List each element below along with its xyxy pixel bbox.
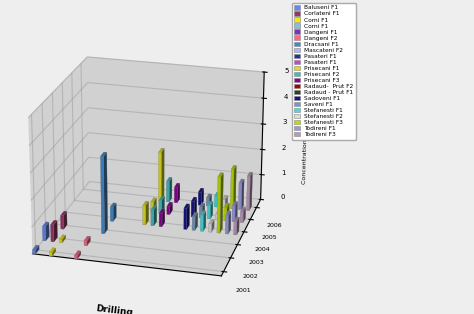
Legend: Baluseni F1, Corlateni F1, Corni F1, Corni F1, Dangeni F1, Dangeni F2, Dracsani : Baluseni F1, Corlateni F1, Corni F1, Cor… [292, 3, 356, 140]
X-axis label: Drilling: Drilling [95, 304, 133, 314]
